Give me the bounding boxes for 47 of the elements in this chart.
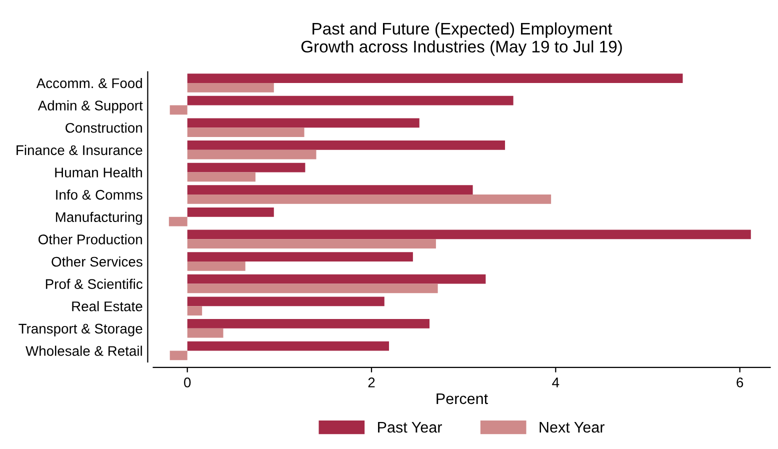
bar xyxy=(187,185,473,195)
bar xyxy=(187,140,506,150)
bar xyxy=(187,306,202,316)
x-tick-label: 6 xyxy=(736,378,744,388)
bar xyxy=(168,216,188,226)
x-tick-label: 0 xyxy=(184,378,191,388)
y-tick-label: Admin & Support xyxy=(38,100,143,114)
bar xyxy=(187,328,224,338)
bar xyxy=(187,118,420,128)
legend-label: Next Year xyxy=(540,422,604,433)
bar xyxy=(187,274,486,284)
y-tick-label: Other Services xyxy=(52,256,142,267)
bar xyxy=(187,284,438,294)
bar xyxy=(187,82,274,92)
bar xyxy=(187,150,316,160)
bar xyxy=(187,239,436,249)
bar xyxy=(187,207,274,217)
bar xyxy=(187,162,306,172)
bar xyxy=(187,230,751,240)
x-tick-label: 2 xyxy=(368,378,375,388)
bar xyxy=(187,172,256,182)
legend-label: Past Year xyxy=(378,422,442,433)
bar xyxy=(187,96,514,106)
bar xyxy=(170,105,188,115)
y-tick-label: Accomm. & Food xyxy=(36,78,142,88)
bar xyxy=(170,350,188,360)
bar xyxy=(187,128,304,137)
y-tick-label: Real Estate xyxy=(72,301,142,312)
y-tick-label: Finance & Insurance xyxy=(16,144,142,156)
bar xyxy=(187,296,384,306)
y-tick-label: Info & Comms xyxy=(56,190,142,200)
y-tick-label: Prof & Scientific xyxy=(46,278,142,289)
bar xyxy=(187,194,552,204)
x-tick-label: 4 xyxy=(552,378,560,388)
bar xyxy=(187,341,389,351)
x-axis-title: Percent xyxy=(436,393,488,404)
bar xyxy=(187,74,683,83)
y-tick-label: Wholesale & Retail xyxy=(26,346,142,356)
y-tick-label: Manufacturing xyxy=(56,212,142,225)
bar xyxy=(187,252,413,262)
y-tick-label: Transport & Storage xyxy=(18,324,142,336)
bar xyxy=(187,319,430,328)
y-tick-label: Other Production xyxy=(38,234,142,244)
bar xyxy=(187,261,246,271)
y-tick-label: Human Health xyxy=(55,167,142,178)
chart-title: Past and Future (Expected) Employment Growth across Industries (May 19 to Jul 19) xyxy=(301,22,622,56)
y-tick-label: Construction xyxy=(66,122,142,133)
